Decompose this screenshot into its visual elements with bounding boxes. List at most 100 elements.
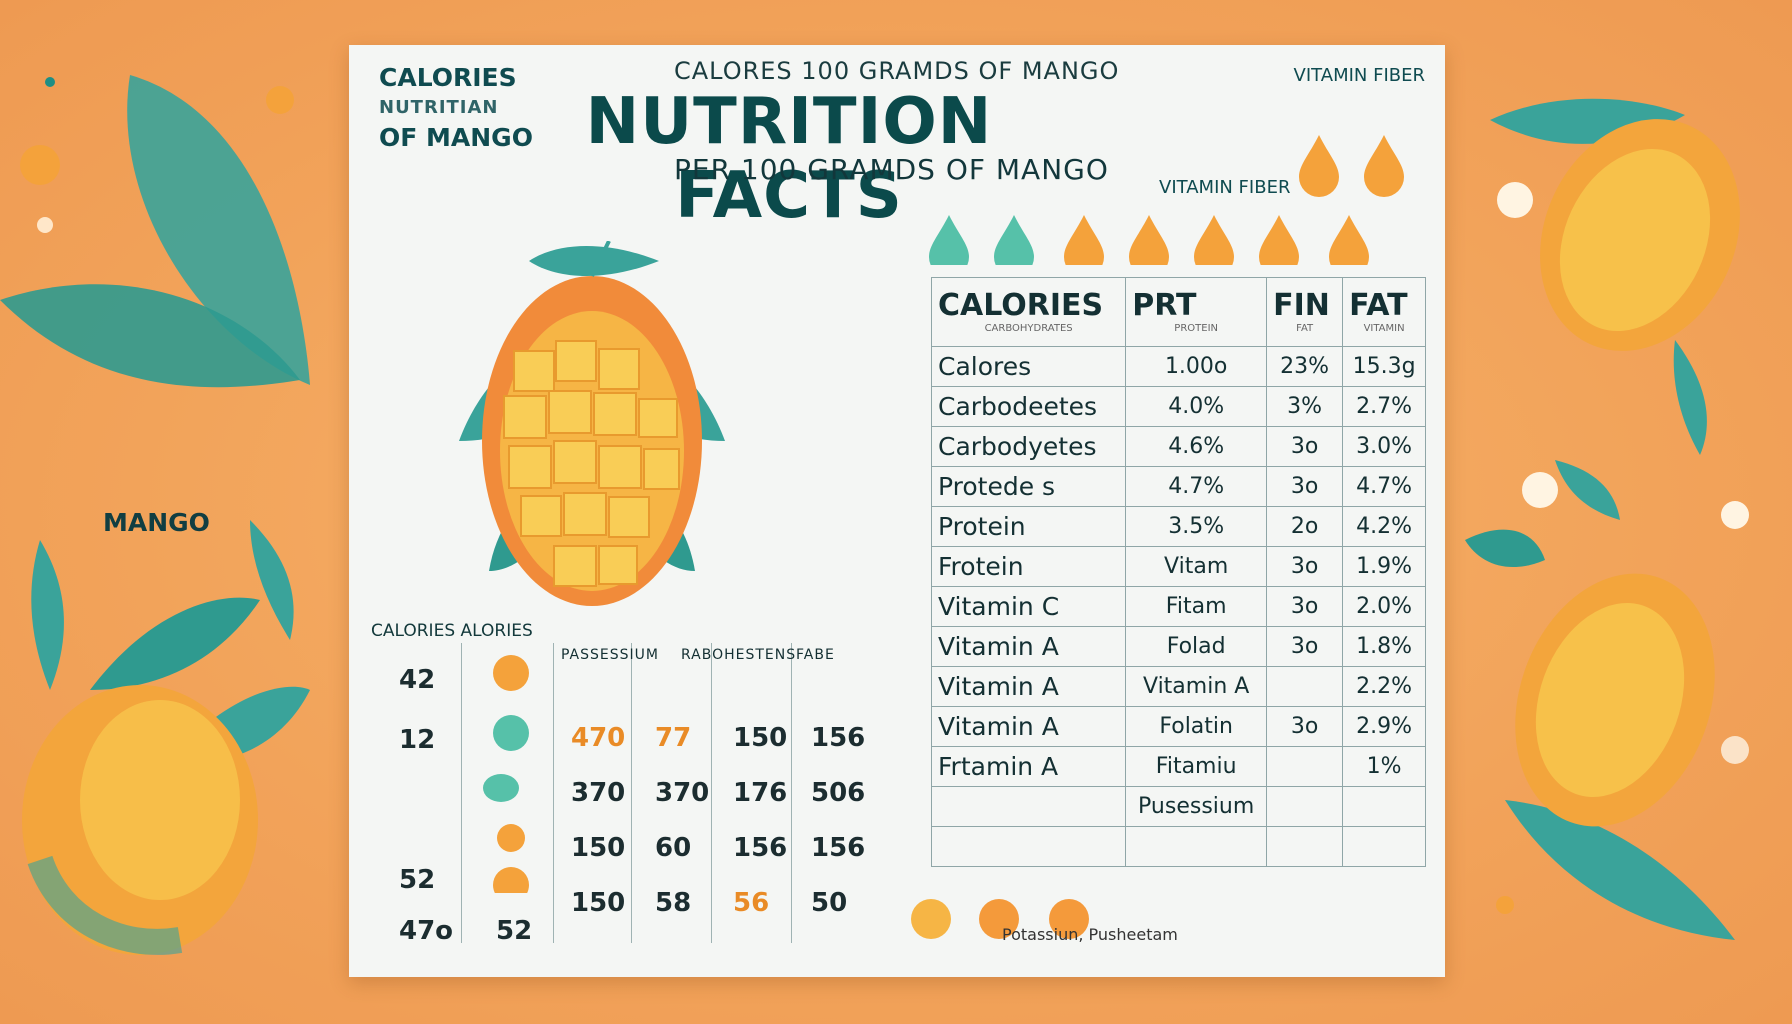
droplet-icon [1299,135,1339,197]
header-left-line1: CALORIES [379,63,517,92]
table-row: Frtamin A Fitamiu 1% [930,746,1426,787]
fruit-icon [493,715,529,751]
nutrient-value [1266,746,1344,787]
cb-col5-value: 56 [733,888,770,918]
cb-col4-value: 60 [655,833,692,863]
nutrition-table-header: CALORIES CARBOHYDRATES PRT PROTEIN FIN FAT … [930,277,1426,347]
nutrient-value [1266,826,1344,867]
table-row [930,826,1426,867]
cb-col6-value: 50 [811,888,848,918]
nutrient-value: 3.5% [1125,506,1268,547]
col-header-fat: FAT VITAMIN [1342,277,1426,347]
right-decoration [1465,98,1749,940]
cb-col3-value: 370 [571,778,626,808]
nutrient-value: 2.7% [1342,386,1426,427]
page-title: NUTRITION FACTS [585,85,993,233]
droplet-icon [1064,215,1104,265]
cb-col5-value: 150 [733,723,788,753]
nutrient-value: Pusessium [1125,786,1268,827]
cb-col4-value: 370 [655,778,710,808]
leaf-5 [90,597,260,690]
nutrient-value: 3o [1266,466,1344,507]
top-line: CALORES 100 GRAMDS OF MANGO [674,57,1120,85]
nutrient-value: Vitamin A [1125,666,1268,707]
vitamin-fiber-top: VITAMIN FIBER [1293,65,1425,86]
nutrient-value: Folatin [1125,706,1268,747]
nutrient-value: 3o [1266,706,1344,747]
cb-col5-value: 176 [733,778,788,808]
nutrition-table-body: Calores 1.00o 23% 15.3g Carbodeetes 4.0% 3% 2.7… [930,346,1426,867]
table-row: Pusessium [930,786,1426,827]
col-header-fin: FIN FAT [1266,277,1344,347]
cb-col1-value: 47o [399,916,454,946]
cb-col2-value: 52 [496,916,533,946]
header-left-line2: NUTRITIAN [379,97,499,118]
nutrient-value [1342,786,1426,827]
nutrient-name: Vitamin A [930,706,1127,747]
header-left: CALORIES NUTRITIAN OF MANGO [379,63,554,153]
nutrient-name: Protede s [930,466,1127,507]
cb-col5-value: 156 [733,833,788,863]
cb-col3-value: 470 [571,723,626,753]
nutrient-name: Frtamin A [930,746,1127,787]
cb-col1-value: 42 [399,665,436,695]
nutrient-circle-icon [979,899,1019,939]
col-header-calories: CALORIES CARBOHYDRATES [930,277,1127,347]
leaf-4 [250,520,294,640]
page-subtitle: PER 100 GRAMDS OF MANGO [674,153,1109,186]
nutrient-value: 4.0% [1125,386,1268,427]
table-row: Protein 3.5% 2o 4.2% [930,506,1426,547]
bottom-icons [911,899,1089,939]
droplet-icon [1259,215,1299,265]
vitamin-fiber-mid: VITAMIN FIBER [1159,177,1291,198]
leaf-2 [0,284,300,388]
calorie-box-header-1: PASSESSIUM [561,647,659,663]
leaf-r2 [1673,340,1707,455]
nutrient-value: 4.7% [1125,466,1268,507]
leaf-1 [127,75,310,385]
orange-dot-2 [266,86,294,114]
nutrient-value: Folad [1125,626,1268,667]
nutrient-name: Carbodyetes [930,426,1127,467]
nutrient-value: 3o [1266,586,1344,627]
leaf-icon [529,246,659,276]
nutrient-value: 15.3g [1342,346,1426,387]
nutrient-value: 2o [1266,506,1344,547]
fruit-icon [493,655,529,691]
nutrient-value: Vitam [1125,546,1268,587]
nutrient-value: 2.9% [1342,706,1426,747]
nutrient-value: 23% [1266,346,1344,387]
nutrition-table: CALORIES CARBOHYDRATES PRT PROTEIN FIN FAT … [930,277,1426,867]
calorie-box-header-2: RABOHESTENS [681,647,797,663]
nutrient-value: 2.2% [1342,666,1426,707]
header-left-line3: OF MANGO [379,123,533,152]
table-row: Frotein Vitam 3o 1.9% [930,546,1426,587]
droplet-icon [994,215,1034,265]
nutrient-name: Vitamin A [930,626,1127,667]
table-row: Vitamin C Fitam 3o 2.0% [930,586,1426,627]
calorie-box-icons [483,655,529,893]
cb-col6-value: 506 [811,778,866,808]
mango-label: MANGO [103,508,210,537]
nutrient-value: 1.00o [1125,346,1268,387]
cb-col1-value: 52 [399,865,436,895]
nutrient-name [930,786,1127,827]
cb-col3-value: 150 [571,833,626,863]
nutrient-value: Fitamiu [1125,746,1268,787]
left-decoration [0,75,310,955]
orange-dot-1 [20,145,60,185]
table-row: Protede s 4.7% 3o 4.7% [930,466,1426,507]
calorie-box-title: CALORIES ALORIES [371,621,533,641]
cb-col4-value: 58 [655,888,692,918]
nutrient-value: 1.9% [1342,546,1426,587]
nutrient-value: Fitam [1125,586,1268,627]
nutrient-value [1266,666,1344,707]
droplet-icon [929,215,969,265]
nutrient-circle-icon [911,899,951,939]
nutrient-value: 3o [1266,546,1344,587]
cb-col4-value: 77 [655,723,692,753]
table-row: Calores 1.00o 23% 15.3g [930,346,1426,387]
nutrient-name: Protein [930,506,1127,547]
cb-col6-value: 156 [811,723,866,753]
leaf-r3 [1555,460,1620,520]
